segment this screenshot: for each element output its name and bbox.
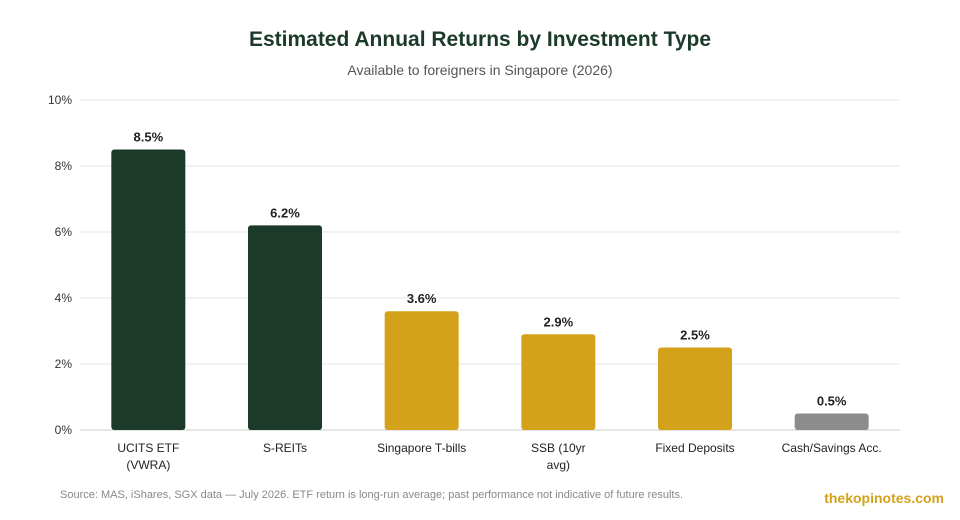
- y-tick-label: 6%: [55, 225, 73, 239]
- source-note: Source: MAS, iShares, SGX data — July 20…: [60, 489, 684, 501]
- category-label-line: S-REITs: [263, 441, 307, 455]
- y-tick-label: 8%: [55, 159, 73, 173]
- brand-watermark: thekopinotes.com: [824, 490, 944, 506]
- category-label: Cash/Savings Acc.: [782, 441, 882, 455]
- value-label: 6.2%: [270, 205, 300, 220]
- y-tick-label: 4%: [55, 291, 73, 305]
- category-label-line: avg): [547, 458, 570, 472]
- bar: [248, 225, 322, 430]
- category-label-line: Singapore T-bills: [377, 441, 466, 455]
- chart-title: Estimated Annual Returns by Investment T…: [248, 28, 712, 51]
- category-label-line: UCITS ETF: [117, 441, 179, 455]
- category-label-line: Fixed Deposits: [655, 441, 734, 455]
- category-label-line: (VWRA): [126, 458, 170, 472]
- bar: [521, 334, 596, 430]
- chart-subtitle: Available to foreigners in Singapore (20…: [347, 62, 613, 78]
- value-label: 3.6%: [407, 291, 437, 306]
- bar-chart: 0% 2% 4% 6% 8% 10% 8.5% UCITS ETF (VWRA) 6.2% S-RE…: [48, 93, 900, 472]
- value-label: 8.5%: [134, 130, 164, 145]
- category-label-line: Cash/Savings Acc.: [782, 441, 882, 455]
- bar: [384, 311, 459, 430]
- bar: [658, 347, 732, 430]
- category-label: Fixed Deposits: [655, 441, 734, 455]
- value-label: 2.5%: [680, 328, 710, 343]
- value-label: 0.5%: [817, 394, 847, 409]
- category-label: UCITS ETF (VWRA): [117, 441, 179, 472]
- category-label: Singapore T-bills: [377, 441, 466, 455]
- category-label-line: SSB (10yr: [531, 441, 586, 455]
- y-tick-label: 2%: [55, 357, 73, 371]
- y-tick-label: 10%: [48, 93, 72, 107]
- bar: [111, 149, 186, 430]
- y-tick-label: 0%: [55, 423, 73, 437]
- category-label: SSB (10yr avg): [531, 441, 586, 472]
- category-label: S-REITs: [263, 441, 307, 455]
- bar: [794, 413, 869, 430]
- value-label: 2.9%: [544, 314, 574, 329]
